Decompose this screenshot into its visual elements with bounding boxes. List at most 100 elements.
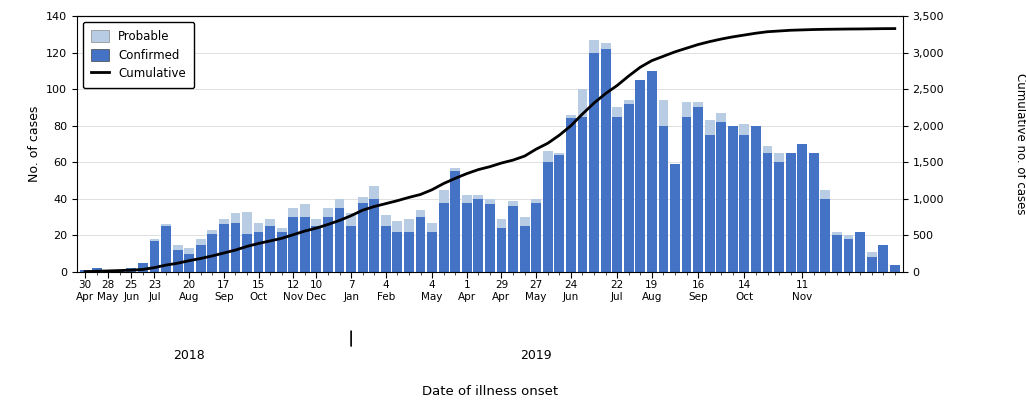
Bar <box>172 250 183 272</box>
Bar <box>91 268 102 272</box>
Bar <box>554 153 564 155</box>
Bar <box>381 215 391 226</box>
Bar <box>450 172 460 272</box>
Bar <box>358 197 367 202</box>
Bar <box>231 223 240 272</box>
Bar <box>427 223 437 232</box>
Bar <box>439 190 448 202</box>
Bar <box>762 153 773 272</box>
Bar <box>832 232 842 236</box>
Bar <box>694 108 703 272</box>
Bar <box>554 155 564 272</box>
Bar <box>462 195 472 202</box>
Y-axis label: Cumulative no. of cases: Cumulative no. of cases <box>1014 73 1026 215</box>
Bar <box>369 186 380 199</box>
Bar <box>207 230 218 234</box>
Bar <box>727 126 738 272</box>
Bar <box>104 270 113 272</box>
Bar <box>404 219 413 232</box>
Bar <box>172 244 183 250</box>
Bar <box>681 102 692 116</box>
Bar <box>150 241 159 272</box>
Bar <box>843 239 854 272</box>
Bar <box>231 214 240 223</box>
Bar <box>647 71 657 272</box>
Bar <box>705 135 715 272</box>
Bar <box>219 224 229 272</box>
Bar <box>300 217 310 272</box>
Bar <box>277 228 286 232</box>
Bar <box>196 244 205 272</box>
Bar <box>716 113 726 122</box>
Bar <box>369 199 380 272</box>
Bar <box>508 201 518 206</box>
Bar <box>185 254 194 272</box>
Bar <box>797 144 807 272</box>
Bar <box>242 212 252 234</box>
Bar <box>80 270 90 272</box>
Bar <box>566 118 576 272</box>
Bar <box>277 232 286 272</box>
Legend: Probable, Confirmed, Cumulative: Probable, Confirmed, Cumulative <box>83 22 194 88</box>
Text: 2019: 2019 <box>520 349 552 362</box>
Bar <box>288 217 299 272</box>
Bar <box>323 208 332 217</box>
Bar <box>485 199 495 204</box>
Bar <box>404 232 413 272</box>
Bar <box>473 195 483 199</box>
Bar <box>416 210 426 217</box>
Bar <box>242 234 252 272</box>
Bar <box>543 151 553 162</box>
Bar <box>578 116 587 272</box>
Bar <box>843 236 854 239</box>
Bar <box>624 104 634 272</box>
Bar <box>786 153 795 272</box>
Bar <box>808 153 819 272</box>
Bar <box>323 217 332 272</box>
Bar <box>219 219 229 224</box>
Bar <box>531 202 541 272</box>
Bar <box>312 219 321 226</box>
Text: Date of illness onset: Date of illness onset <box>422 385 558 398</box>
Bar <box>670 164 680 272</box>
Bar <box>115 270 125 272</box>
Bar <box>890 265 900 272</box>
Bar <box>265 226 275 272</box>
Bar <box>253 232 264 272</box>
Bar <box>473 199 483 272</box>
Bar <box>508 206 518 272</box>
Bar <box>462 202 472 272</box>
Y-axis label: No. of cases: No. of cases <box>28 106 41 182</box>
Bar <box>681 116 692 272</box>
Bar <box>600 49 610 272</box>
Bar <box>832 236 842 272</box>
Bar <box>137 263 148 272</box>
Bar <box>393 232 402 272</box>
Bar <box>624 100 634 104</box>
Bar <box>150 239 159 241</box>
Bar <box>346 226 356 272</box>
Bar <box>578 89 587 116</box>
Bar <box>416 217 426 272</box>
Bar <box>659 100 668 126</box>
Bar <box>855 232 865 272</box>
Bar <box>589 52 599 272</box>
Bar <box>613 116 622 272</box>
Bar <box>600 44 610 49</box>
Bar <box>288 208 299 217</box>
Bar <box>520 217 529 226</box>
Bar <box>740 124 749 135</box>
Bar <box>635 80 645 272</box>
Bar <box>740 135 749 272</box>
Bar <box>613 108 622 116</box>
Bar <box>161 226 171 272</box>
Bar <box>762 146 773 153</box>
Bar <box>543 162 553 272</box>
Bar <box>821 190 830 199</box>
Bar <box>751 126 761 272</box>
Bar <box>126 268 136 272</box>
Bar <box>253 223 264 232</box>
Bar <box>427 232 437 272</box>
Bar <box>867 257 876 272</box>
Bar <box>485 204 495 272</box>
